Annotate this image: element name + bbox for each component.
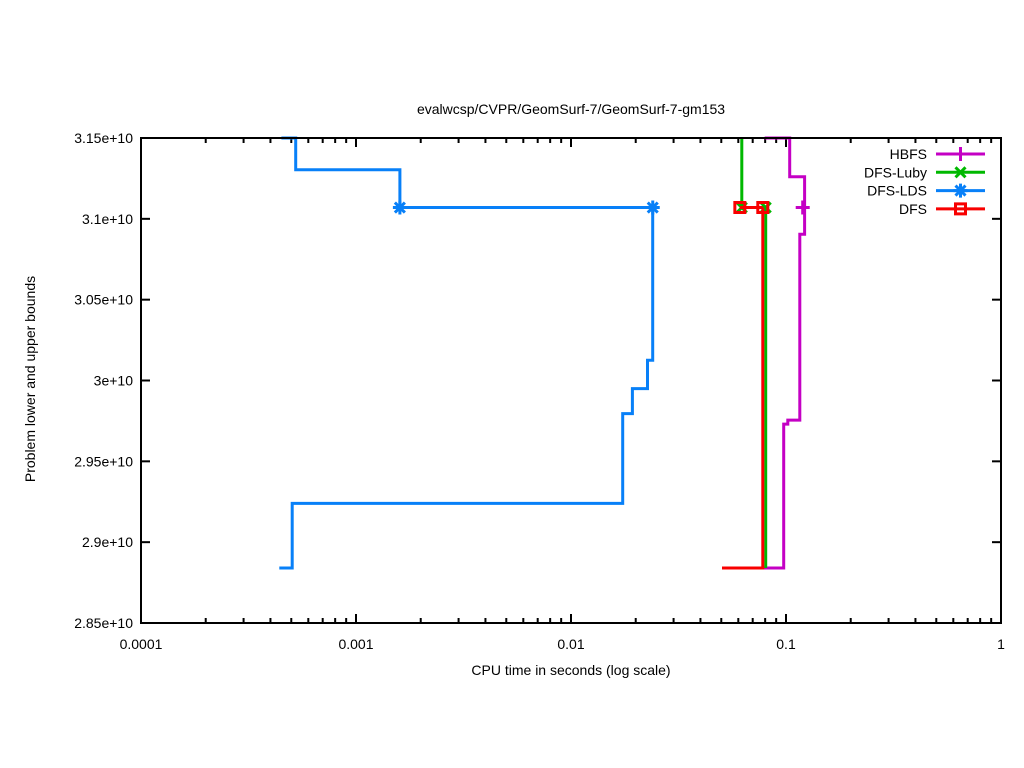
tick-labels: 0.0001 0.001 0.01 0.1 1 2.85e+10 2.9e+10 2.95e+…	[74, 130, 1005, 652]
plot-border	[140, 137, 1002, 624]
legend-label-HBFS: HBFS	[890, 146, 927, 162]
chart-title: evalwcsp/CVPR/GeomSurf-7/GeomSurf-7-gm15…	[416, 101, 726, 117]
legend-sample-DFS-LDS	[936, 183, 985, 198]
series-HBFS-line	[762, 207, 807, 570]
series-DFS-marker	[733, 201, 747, 215]
legend: HBFS DFS-Luby DFS-LDS DFS	[864, 146, 985, 217]
series-DFS-LDS-line	[279, 207, 655, 570]
y-tick-label: 3.15e+10	[74, 130, 133, 146]
x-tick-label: 0.001	[338, 636, 373, 652]
legend-sample-DFS-Luby	[936, 166, 985, 179]
legend-label-DFS-Luby: DFS-Luby	[864, 164, 927, 180]
legend-sample-DFS	[936, 202, 985, 216]
legend-label-DFS-LDS: DFS-LDS	[867, 183, 927, 199]
y-tick-label: 2.95e+10	[74, 453, 133, 469]
y-tick-label: 2.85e+10	[74, 615, 133, 631]
series-HBFS-line	[764, 136, 807, 208]
legend-sample-HBFS	[936, 147, 985, 161]
x-tick-label: 0.1	[776, 636, 796, 652]
x-axis-label: CPU time in seconds (log scale)	[471, 662, 671, 678]
x-tick-label: 0.01	[557, 636, 584, 652]
x-tick-label: 1	[997, 636, 1005, 652]
series-DFS-LDS-marker	[645, 200, 660, 215]
series-DFS	[722, 201, 770, 570]
series-DFS-Luby-line	[740, 138, 766, 209]
series-DFS-marker	[756, 201, 770, 215]
series-DFS-line	[722, 207, 765, 570]
axis-ticks	[140, 137, 1002, 624]
legend-label-DFS: DFS	[899, 201, 927, 217]
series-HBFS-marker	[795, 200, 810, 215]
y-tick-label: 3.1e+10	[82, 211, 133, 227]
y-tick-label: 3.05e+10	[74, 292, 133, 308]
x-tick-label: 0.0001	[120, 636, 163, 652]
y-tick-label: 3e+10	[94, 373, 134, 389]
series-DFS-LDS-marker	[392, 200, 407, 215]
series-DFS-LDS-line	[281, 136, 653, 209]
y-tick-label: 2.9e+10	[82, 534, 133, 550]
series-DFS-LDS	[279, 136, 660, 570]
